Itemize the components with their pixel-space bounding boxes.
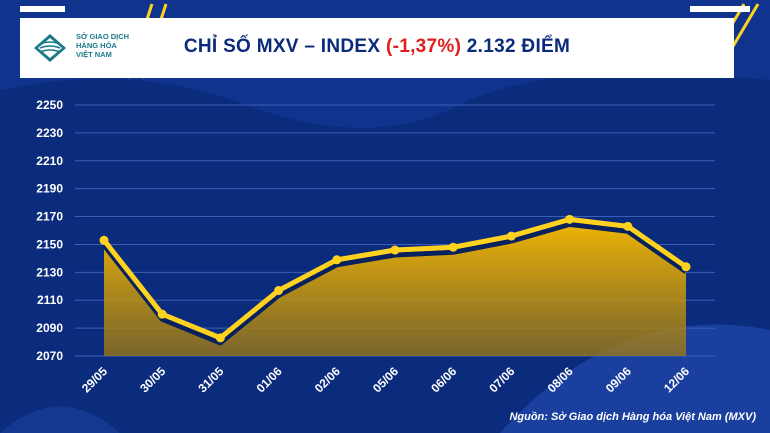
data-point bbox=[681, 262, 691, 272]
series-points bbox=[99, 214, 691, 343]
data-point bbox=[565, 214, 575, 224]
series-area bbox=[104, 219, 686, 356]
x-tick-label: 06/06 bbox=[428, 364, 459, 395]
y-tick-label: 2150 bbox=[36, 237, 63, 251]
y-tick-label: 2110 bbox=[37, 293, 63, 307]
logo-line: VIỆT NAM bbox=[76, 50, 112, 59]
mxv-logo-icon bbox=[34, 34, 66, 62]
deco-stripe bbox=[730, 3, 760, 49]
x-tick-label: 02/06 bbox=[312, 364, 343, 395]
logo-text: SỞ GIAO DỊCH HÀNG HÓA VIỆT NAM bbox=[76, 32, 129, 59]
title-change: (-1,37%) bbox=[385, 36, 462, 57]
x-tick-label: 07/06 bbox=[486, 364, 517, 395]
title-suffix: 2.132 ĐIỂM bbox=[461, 36, 571, 57]
x-tick-label: 30/05 bbox=[137, 364, 168, 395]
title-prefix: CHỈ SỐ MXV – INDEX bbox=[183, 36, 386, 57]
bg-wave bbox=[0, 406, 120, 433]
logo-line: HÀNG HÓA bbox=[76, 41, 117, 50]
header-banner: SỞ GIAO DỊCH HÀNG HÓA VIỆT NAM CHỈ SỐ MX… bbox=[20, 18, 734, 78]
y-axis-tick-labels: 2070 2090 2110 2130 2150 2170 2190 2210 2230 2250 bbox=[36, 98, 63, 363]
y-tick-label: 2170 bbox=[36, 210, 63, 224]
data-point bbox=[506, 231, 516, 241]
y-tick-label: 2230 bbox=[36, 126, 63, 140]
source-note: Nguồn: Sở Giao dịch Hàng hóa Việt Nam (M… bbox=[509, 411, 756, 423]
data-point bbox=[215, 333, 225, 343]
data-point bbox=[390, 245, 400, 255]
data-point bbox=[623, 221, 633, 231]
series-line-shadow bbox=[102, 221, 688, 346]
x-tick-label: 29/05 bbox=[79, 364, 110, 395]
area-fill bbox=[104, 219, 686, 356]
y-tick-label: 2070 bbox=[36, 349, 63, 363]
deco-white-bar bbox=[20, 6, 65, 12]
data-point bbox=[274, 285, 284, 295]
deco-white-bar bbox=[690, 6, 750, 12]
chart-title: CHỈ SỐ MXV – INDEX (-1,37%) 2.132 ĐIỂM bbox=[20, 36, 734, 58]
y-tick-label: 2130 bbox=[36, 265, 63, 279]
data-point bbox=[332, 255, 342, 265]
data-point bbox=[99, 235, 109, 245]
y-tick-label: 2090 bbox=[36, 321, 63, 335]
bg-wave bbox=[500, 324, 770, 433]
logo-line: SỞ GIAO DỊCH bbox=[76, 32, 130, 41]
data-point bbox=[157, 309, 167, 319]
data-point bbox=[448, 242, 458, 252]
y-tick-label: 2210 bbox=[36, 154, 63, 168]
x-tick-label: 05/06 bbox=[370, 364, 401, 395]
x-tick-label: 31/05 bbox=[195, 364, 226, 395]
y-tick-label: 2250 bbox=[36, 98, 63, 112]
y-tick-label: 2190 bbox=[36, 182, 63, 196]
x-tick-label: 01/06 bbox=[254, 364, 285, 395]
